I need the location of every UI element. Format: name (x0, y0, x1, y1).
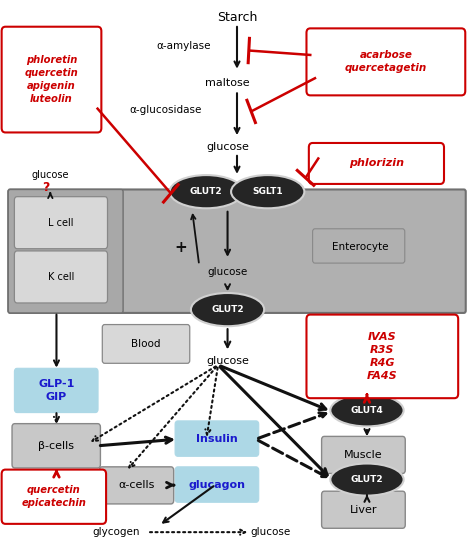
Text: GLP-1
GIP: GLP-1 GIP (38, 379, 74, 402)
Text: Starch: Starch (217, 11, 257, 24)
Text: glucose: glucose (250, 527, 290, 537)
Text: GLUT2: GLUT2 (351, 475, 383, 484)
Text: glucose: glucose (32, 170, 69, 180)
FancyBboxPatch shape (100, 467, 173, 504)
Text: K cell: K cell (48, 272, 74, 282)
FancyBboxPatch shape (1, 470, 106, 524)
Text: Muscle: Muscle (344, 450, 383, 460)
Text: Insulin: Insulin (196, 433, 238, 443)
Text: α-glucosidase: α-glucosidase (129, 105, 201, 115)
FancyBboxPatch shape (307, 315, 458, 398)
FancyBboxPatch shape (175, 421, 259, 456)
Text: β-cells: β-cells (38, 441, 74, 451)
Text: phloretin
quercetin
apigenin
luteolin: phloretin quercetin apigenin luteolin (25, 55, 78, 104)
Text: glucose: glucose (206, 143, 249, 153)
Text: GLUT2: GLUT2 (211, 305, 244, 314)
FancyBboxPatch shape (14, 196, 108, 249)
FancyBboxPatch shape (12, 423, 100, 468)
FancyBboxPatch shape (1, 27, 101, 133)
FancyBboxPatch shape (175, 467, 259, 502)
Text: quercetin
epicatechin: quercetin epicatechin (21, 485, 86, 508)
Text: glucagon: glucagon (188, 480, 246, 490)
Ellipse shape (170, 175, 243, 208)
Text: glucose: glucose (206, 356, 249, 366)
FancyBboxPatch shape (102, 325, 190, 364)
Text: α-cells: α-cells (118, 481, 155, 491)
Text: Liver: Liver (350, 504, 377, 514)
Text: +: + (174, 240, 187, 255)
Text: Blood: Blood (131, 339, 161, 349)
Text: SGLT1: SGLT1 (253, 187, 283, 196)
Text: glucose: glucose (208, 267, 248, 277)
Ellipse shape (330, 394, 403, 426)
Text: L cell: L cell (48, 218, 73, 228)
Text: IVAS
R3S
R4G
FA4S: IVAS R3S R4G FA4S (367, 331, 398, 381)
Text: GLUT4: GLUT4 (351, 406, 383, 415)
Text: maltose: maltose (205, 78, 250, 88)
FancyBboxPatch shape (8, 189, 466, 313)
Text: phlorizin: phlorizin (349, 159, 404, 169)
Text: Enterocyte: Enterocyte (332, 242, 388, 252)
Text: GLUT2: GLUT2 (190, 187, 223, 196)
FancyBboxPatch shape (307, 28, 465, 95)
Text: α-amylase: α-amylase (156, 41, 211, 51)
Ellipse shape (231, 175, 304, 208)
FancyBboxPatch shape (8, 189, 123, 313)
FancyBboxPatch shape (14, 369, 98, 412)
Text: acarbose
quercetagetin: acarbose quercetagetin (345, 51, 427, 73)
Text: glycogen: glycogen (93, 527, 140, 537)
FancyBboxPatch shape (309, 143, 444, 184)
FancyBboxPatch shape (313, 229, 405, 263)
Ellipse shape (191, 293, 264, 326)
FancyBboxPatch shape (321, 436, 405, 473)
FancyBboxPatch shape (14, 251, 108, 303)
FancyBboxPatch shape (321, 491, 405, 528)
Text: ?: ? (42, 181, 49, 194)
Ellipse shape (330, 463, 403, 496)
